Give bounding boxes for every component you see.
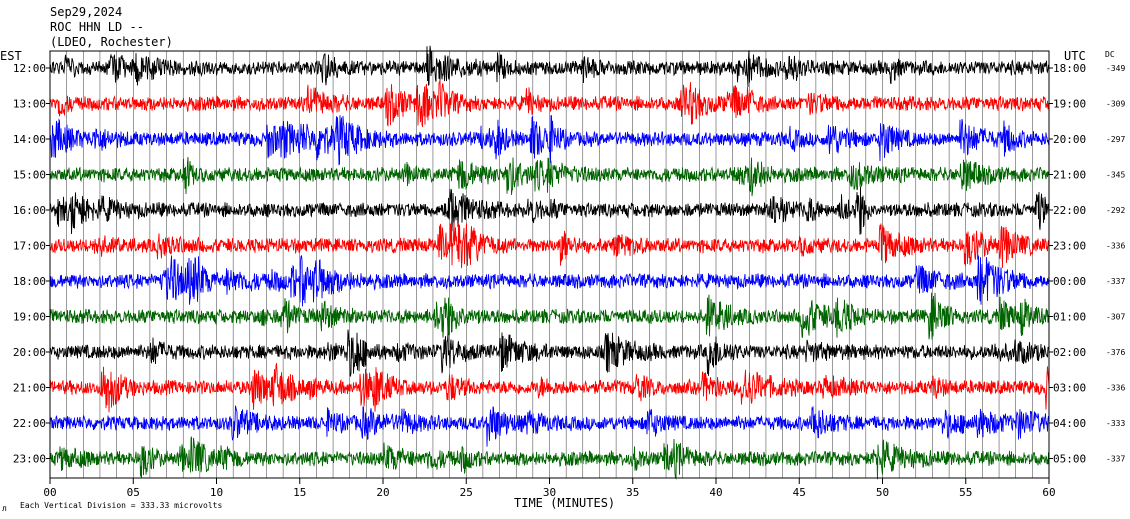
x-tick-label: 30 bbox=[543, 486, 556, 499]
seismic-trace-row bbox=[49, 220, 1050, 269]
x-tick-label: 10 bbox=[210, 486, 223, 499]
x-tick-label: 20 bbox=[376, 486, 389, 499]
row-label-dc: -297 bbox=[1106, 135, 1125, 144]
row-label-dc: -336 bbox=[1106, 242, 1125, 251]
x-tick-label: 05 bbox=[127, 486, 140, 499]
x-tick-label: 60 bbox=[1042, 486, 1055, 499]
row-label-dc: -376 bbox=[1106, 348, 1125, 357]
date-label: Sep29,2024 bbox=[50, 5, 122, 19]
seismic-trace-row bbox=[49, 157, 1050, 197]
x-tick-label: 40 bbox=[709, 486, 722, 499]
row-label-utc: 04:00 bbox=[1053, 417, 1086, 430]
x-tick-label: 35 bbox=[626, 486, 639, 499]
station-label: ROC HHN LD -- bbox=[50, 20, 144, 34]
seismic-trace-row bbox=[49, 436, 1050, 480]
seismic-trace-row bbox=[49, 405, 1050, 447]
row-label-est: 14:00 bbox=[13, 133, 46, 146]
row-label-utc: 21:00 bbox=[1053, 169, 1086, 182]
left-timezone-label: EST bbox=[0, 49, 22, 63]
x-tick-label: 50 bbox=[876, 486, 889, 499]
row-label-dc: -307 bbox=[1106, 313, 1125, 322]
row-label-est: 21:00 bbox=[13, 382, 46, 395]
row-label-dc: -337 bbox=[1106, 455, 1125, 464]
row-label-utc: 03:00 bbox=[1053, 382, 1086, 395]
x-axis-title: TIME (MINUTES) bbox=[514, 496, 615, 510]
footer-mark: л bbox=[2, 504, 7, 513]
row-label-dc: -336 bbox=[1106, 384, 1125, 393]
dc-header-label: DC bbox=[1105, 50, 1115, 59]
row-label-est: 19:00 bbox=[13, 311, 46, 324]
row-label-dc: -337 bbox=[1106, 277, 1125, 286]
row-label-est: 17:00 bbox=[13, 240, 46, 253]
row-label-est: 20:00 bbox=[13, 346, 46, 359]
row-label-utc: 19:00 bbox=[1053, 98, 1086, 111]
row-label-est: 22:00 bbox=[13, 417, 46, 430]
x-tick-label: 00 bbox=[43, 486, 56, 499]
row-labels: 00 05 10 15 20 25 30 35 40 45 50 55 60 12:00 18:00 -349… bbox=[13, 62, 1126, 499]
seismic-trace-row bbox=[49, 114, 1050, 166]
row-label-est: 15:00 bbox=[13, 169, 46, 182]
seismic-trace-row bbox=[49, 254, 1050, 307]
right-timezone-label: UTC bbox=[1064, 49, 1086, 63]
tick-marks bbox=[46, 67, 1053, 484]
row-label-est: 13:00 bbox=[13, 98, 46, 111]
row-label-dc: -309 bbox=[1106, 100, 1125, 109]
row-label-dc: -292 bbox=[1106, 206, 1125, 215]
x-tick-label: 15 bbox=[293, 486, 306, 499]
row-label-utc: 23:00 bbox=[1053, 240, 1086, 253]
network-label: (LDEO, Rochester) bbox=[50, 35, 173, 49]
row-label-utc: 02:00 bbox=[1053, 346, 1086, 359]
row-label-dc: -349 bbox=[1106, 64, 1125, 73]
x-tick-label: 55 bbox=[959, 486, 972, 499]
vertical-division-note: Each Vertical Division = 333.33 microvol… bbox=[20, 501, 222, 510]
x-tick-label: 45 bbox=[793, 486, 806, 499]
seismic-traces bbox=[49, 45, 1050, 480]
seismic-trace-row bbox=[49, 329, 1050, 378]
seismic-trace-row bbox=[49, 292, 1050, 340]
seismic-trace-row bbox=[49, 186, 1050, 235]
x-tick-label: 25 bbox=[460, 486, 473, 499]
row-label-est: 23:00 bbox=[13, 453, 46, 466]
row-label-utc: 05:00 bbox=[1053, 453, 1086, 466]
grid-lines bbox=[49, 51, 1050, 478]
row-label-dc: -333 bbox=[1106, 419, 1125, 428]
row-label-dc: -345 bbox=[1106, 171, 1125, 180]
row-label-utc: 01:00 bbox=[1053, 311, 1086, 324]
row-label-utc: 20:00 bbox=[1053, 133, 1086, 146]
seismic-trace-row bbox=[49, 79, 1050, 127]
row-label-est: 12:00 bbox=[13, 62, 46, 75]
seismic-trace-row bbox=[49, 363, 1050, 413]
seismic-trace-row bbox=[49, 45, 1050, 88]
row-label-utc: 22:00 bbox=[1053, 204, 1086, 217]
row-label-est: 18:00 bbox=[13, 275, 46, 288]
row-label-utc: 00:00 bbox=[1053, 275, 1086, 288]
row-label-utc: 18:00 bbox=[1053, 62, 1086, 75]
row-label-est: 16:00 bbox=[13, 204, 46, 217]
